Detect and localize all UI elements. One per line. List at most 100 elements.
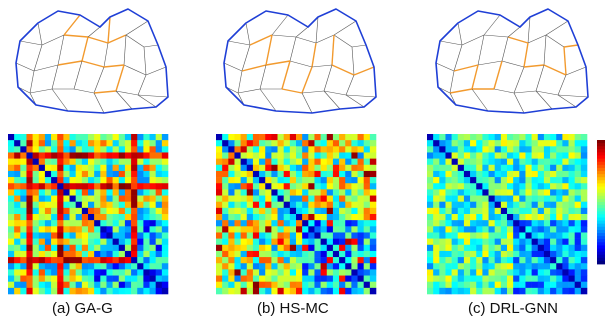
heatmap-cell: [476, 250, 483, 258]
graph-edge: [115, 90, 133, 110]
heatmap-cell: [26, 140, 33, 147]
heatmap-cell: [112, 201, 120, 209]
heatmap-cell: [568, 183, 575, 190]
heatmap-cell: [112, 146, 120, 153]
heatmap-cell: [580, 257, 588, 264]
heatmap-cell: [574, 146, 582, 153]
heatmap-cell: [234, 177, 241, 184]
heatmap-cell: [44, 226, 52, 233]
heatmap-cell: [259, 287, 266, 295]
heatmap-cell: [228, 269, 235, 276]
heatmap-cell: [137, 238, 144, 246]
heatmap-cell: [519, 214, 526, 221]
heatmap-cell: [500, 170, 508, 178]
heatmap-cell: [507, 195, 514, 202]
heatmap-cell: [57, 238, 64, 246]
heatmap-cell: [234, 134, 241, 141]
heatmap-cell: [131, 263, 138, 270]
heatmap-cell: [38, 269, 46, 276]
heatmap-cell: [543, 201, 551, 209]
heatmap-cell: [351, 170, 358, 178]
heatmap-cell: [88, 152, 95, 159]
heatmap-cell: [75, 244, 83, 252]
heatmap-cell: [283, 170, 291, 178]
heatmap-cell: [320, 146, 328, 153]
heatmap-cell: [556, 238, 563, 246]
heatmap-cell: [339, 214, 346, 221]
colorbar-segment: [597, 186, 605, 190]
heatmap-cell: [246, 269, 254, 276]
heatmap-cell: [451, 220, 459, 227]
heatmap-cell: [106, 164, 113, 172]
heatmap-cell: [320, 195, 328, 202]
heatmap-cell: [525, 189, 532, 196]
heatmap-cell: [488, 183, 495, 190]
heatmap-cell: [339, 275, 346, 282]
heatmap-cell: [259, 257, 266, 264]
heatmap-cell: [131, 140, 138, 147]
heatmap-cell: [494, 220, 502, 227]
heatmap-cell: [494, 152, 502, 159]
heatmap-cell: [351, 281, 358, 289]
heatmap-cell: [439, 146, 446, 153]
graph-edge: [137, 94, 157, 108]
partition-edge: [493, 60, 503, 90]
heatmap-cell: [69, 214, 76, 221]
heatmap-cell: [137, 287, 144, 295]
heatmap-cell: [457, 207, 465, 215]
heatmap-cell: [63, 220, 70, 227]
heatmap-cell: [20, 146, 27, 153]
heatmap-cell: [100, 183, 107, 190]
heatmap-cell: [216, 134, 223, 141]
heatmap-cell: [69, 207, 76, 215]
heatmap-cell: [143, 287, 150, 295]
heatmap-cell: [562, 275, 569, 282]
heatmap-cell: [476, 189, 483, 196]
heatmap-cell: [51, 201, 58, 209]
heatmap-cell: [57, 281, 64, 289]
heatmap-cell: [131, 189, 138, 196]
heatmap-cell: [137, 257, 144, 264]
heatmap-cell: [63, 158, 70, 166]
heatmap-cell: [363, 287, 371, 295]
heatmap-cell: [8, 220, 15, 227]
heatmap-cell: [265, 152, 272, 159]
heatmap-cell: [296, 152, 303, 159]
heatmap-cell: [451, 250, 459, 258]
colorbar-segment: [597, 257, 605, 262]
heatmap-cell: [14, 281, 21, 289]
heatmap-cell: [44, 281, 52, 289]
heatmap-cell: [463, 250, 471, 258]
heatmap-cell: [32, 226, 40, 233]
heatmap-cell: [482, 281, 489, 289]
heatmap-cell: [289, 189, 297, 196]
heatmap-cell: [302, 140, 309, 147]
heatmap-cell: [240, 250, 248, 258]
heatmap-cell: [296, 134, 303, 141]
heatmap-cell: [550, 207, 557, 215]
heatmap-cell: [252, 232, 260, 239]
heatmap-cell: [44, 232, 52, 239]
heatmap-cell: [568, 269, 575, 276]
heatmap-cell: [149, 269, 156, 276]
heatmap-cell: [265, 177, 272, 184]
heatmap-cell: [69, 287, 76, 295]
heatmap-cell: [439, 269, 446, 276]
heatmap-cell: [326, 214, 334, 221]
heatmap-cell: [314, 158, 321, 166]
heatmap-cell: [482, 269, 489, 276]
heatmap-cell: [289, 183, 297, 190]
partition-edge: [57, 60, 83, 66]
heatmap-cell: [332, 214, 340, 221]
heatmap-cell: [568, 232, 575, 239]
heatmap-cell: [69, 244, 76, 252]
heatmap-cell: [252, 244, 260, 252]
heatmap-cell: [240, 201, 248, 209]
heatmap-cell: [519, 281, 526, 289]
heatmap-cell: [345, 170, 352, 178]
heatmap-cell: [88, 214, 95, 221]
heatmap-cell: [574, 164, 582, 172]
heatmap-cell: [470, 152, 477, 159]
heatmap-cell: [216, 189, 223, 196]
heatmap-c: [427, 134, 588, 295]
